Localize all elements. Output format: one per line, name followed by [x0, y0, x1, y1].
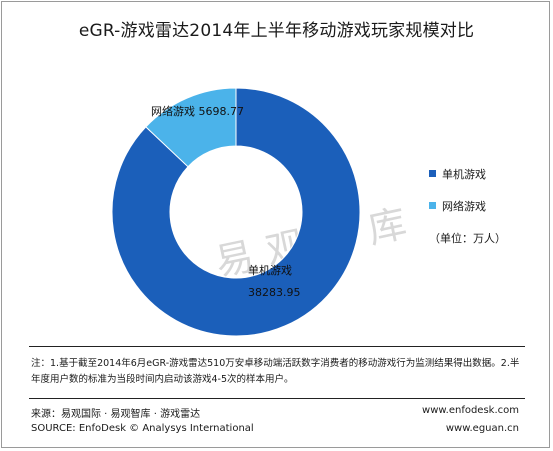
footnote: 注：1.基于截至2014年6月eGR-游戏雷达510万安卓移动端活跃数字消费者的…	[31, 358, 520, 385]
source-en: SOURCE: EnfoDesk © Analysys Internationa…	[31, 423, 254, 434]
donut-slice-online	[145, 87, 237, 168]
footer-url-eguan[interactable]: www.eguan.cn	[445, 423, 519, 434]
slice-label: 网络游戏 5698.77	[151, 104, 244, 118]
chart-title: eGR-游戏雷达2014年上半年移动游戏玩家规模对比	[78, 21, 475, 41]
source-cn: 来源：易观国际 · 易观智库 · 游戏雷达	[31, 409, 201, 420]
footer-url-enfodesk[interactable]: www.enfodesk.com	[422, 405, 519, 416]
slice-labels: 单机游戏 38283.95 网络游戏 5698.77	[151, 104, 301, 299]
donut-slices	[111, 87, 361, 337]
legend-swatch	[429, 202, 436, 209]
divider-bottom	[29, 398, 525, 399]
legend-swatch	[429, 170, 436, 177]
donut-slice-single-player	[111, 87, 361, 337]
slice-label-value: 38283.95	[248, 286, 301, 299]
legend-label: 单机游戏	[442, 168, 486, 181]
legend-label: 网络游戏	[442, 200, 486, 213]
slice-label-category: 单机游戏	[248, 263, 292, 277]
unit-note: （单位：万人）	[429, 232, 506, 245]
divider-top	[29, 346, 525, 347]
